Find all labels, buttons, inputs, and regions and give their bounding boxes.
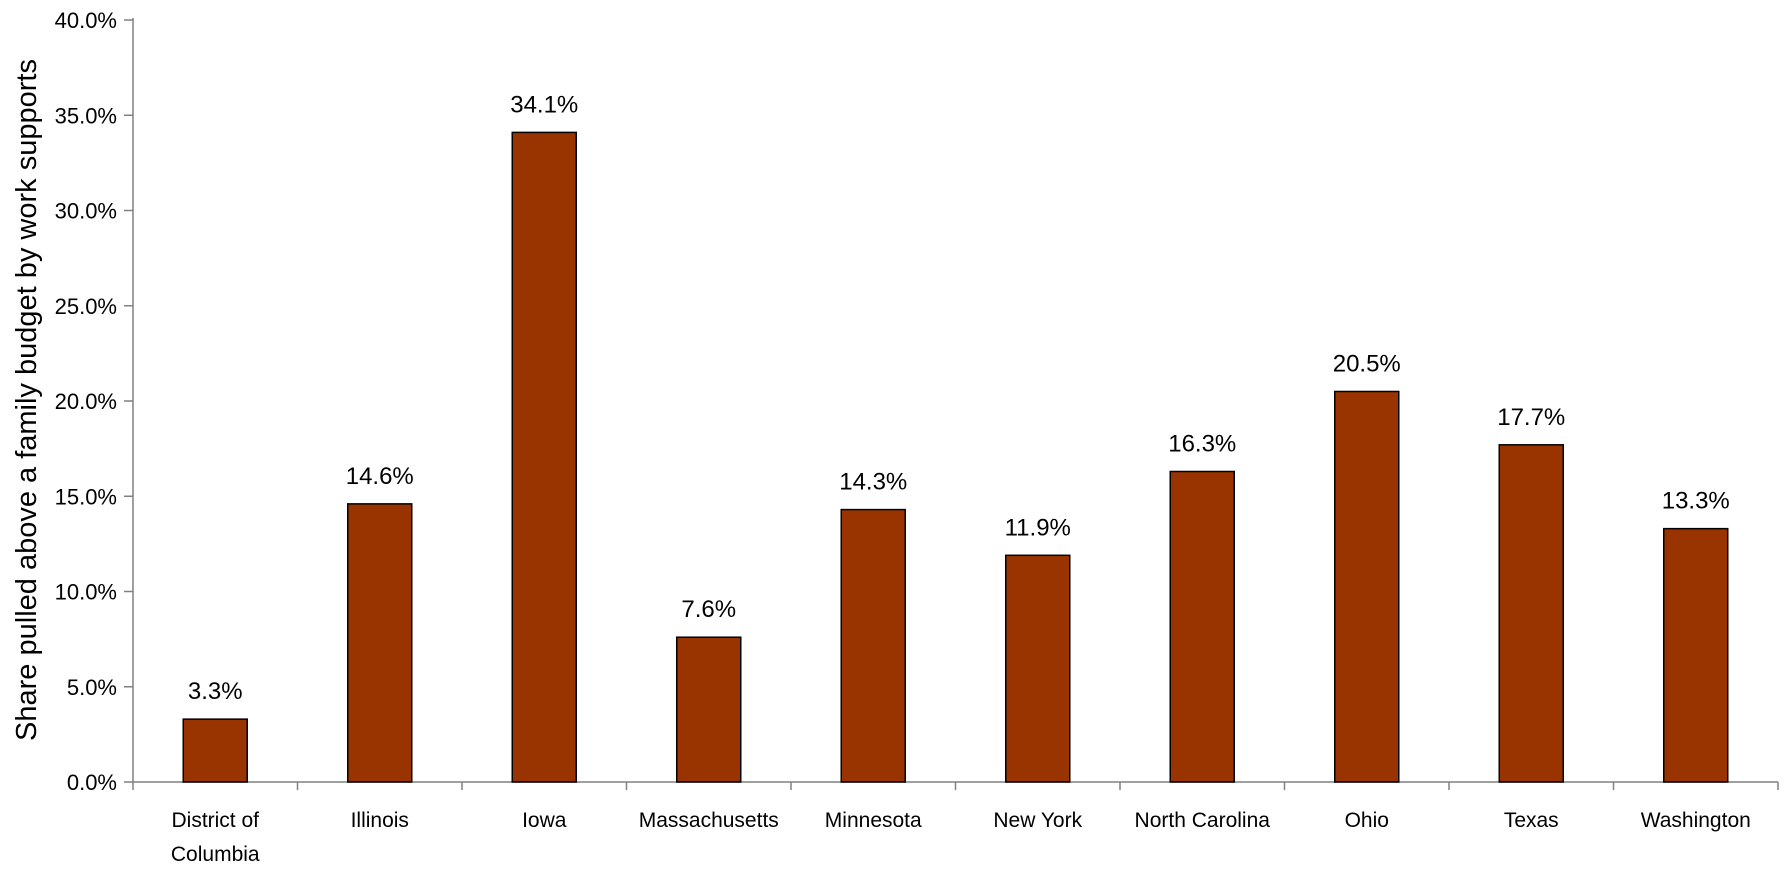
category-label: Illinois xyxy=(351,809,409,832)
bar xyxy=(676,636,742,783)
bar xyxy=(347,503,413,783)
bar xyxy=(840,508,906,783)
y-tick-label: 40.0% xyxy=(55,8,117,33)
bar xyxy=(1334,390,1400,783)
data-label: 3.3% xyxy=(188,678,243,705)
y-tick-label: 30.0% xyxy=(55,199,117,224)
y-tick-label: 35.0% xyxy=(55,103,117,128)
bars xyxy=(182,131,1729,783)
y-tick-label: 10.0% xyxy=(55,580,117,605)
data-label: 7.6% xyxy=(681,596,736,623)
category-label: North Carolina xyxy=(1135,809,1271,832)
data-label: 11.9% xyxy=(1005,514,1071,541)
category-label: Massachusetts xyxy=(639,809,779,832)
category-label: Minnesota xyxy=(825,809,922,832)
category-label: Washington xyxy=(1641,809,1751,832)
bar xyxy=(1663,527,1729,783)
data-labels: 3.3% 14.6% 34.1% 7.6% 14.3% 11.9% 16.3% 20.5% 17… xyxy=(188,91,1730,705)
y-tick-label: 25.0% xyxy=(55,294,117,319)
y-tick-label: 20.0% xyxy=(55,389,117,414)
category-label: District of xyxy=(171,809,259,832)
x-axis-ticks xyxy=(132,782,1779,790)
bar xyxy=(1498,444,1564,783)
category-labels: District of Columbia Illinois Iowa Massachus… xyxy=(171,809,1751,866)
category-label: Columbia xyxy=(171,843,260,865)
bar xyxy=(182,718,248,783)
data-label: 16.3% xyxy=(1168,430,1236,457)
data-label: 17.7% xyxy=(1497,404,1565,431)
y-tick-label: 15.0% xyxy=(55,484,117,509)
bar xyxy=(511,131,577,783)
data-label: 34.1% xyxy=(510,91,578,118)
y-axis-title: Share pulled above a family budget by wo… xyxy=(11,59,43,741)
y-tick-label: 5.0% xyxy=(67,675,117,700)
data-label: 20.5% xyxy=(1333,350,1401,377)
data-label: 14.3% xyxy=(839,469,907,496)
y-tick-label: 0.0% xyxy=(67,770,117,795)
y-axis-ticks: 0.0% 5.0% 10.0% 15.0% 20.0% 25.0% 30.0% 35.0% 40… xyxy=(55,8,133,795)
category-label: New York xyxy=(993,809,1082,832)
category-label: Texas xyxy=(1504,809,1559,832)
bar xyxy=(1169,470,1235,783)
bar xyxy=(1005,554,1071,783)
data-label: 14.6% xyxy=(346,463,414,490)
y-axis-title-group: Share pulled above a family budget by wo… xyxy=(11,59,43,741)
data-label: 13.3% xyxy=(1662,488,1730,515)
category-label: Iowa xyxy=(522,809,567,832)
category-label: Ohio xyxy=(1345,809,1389,832)
